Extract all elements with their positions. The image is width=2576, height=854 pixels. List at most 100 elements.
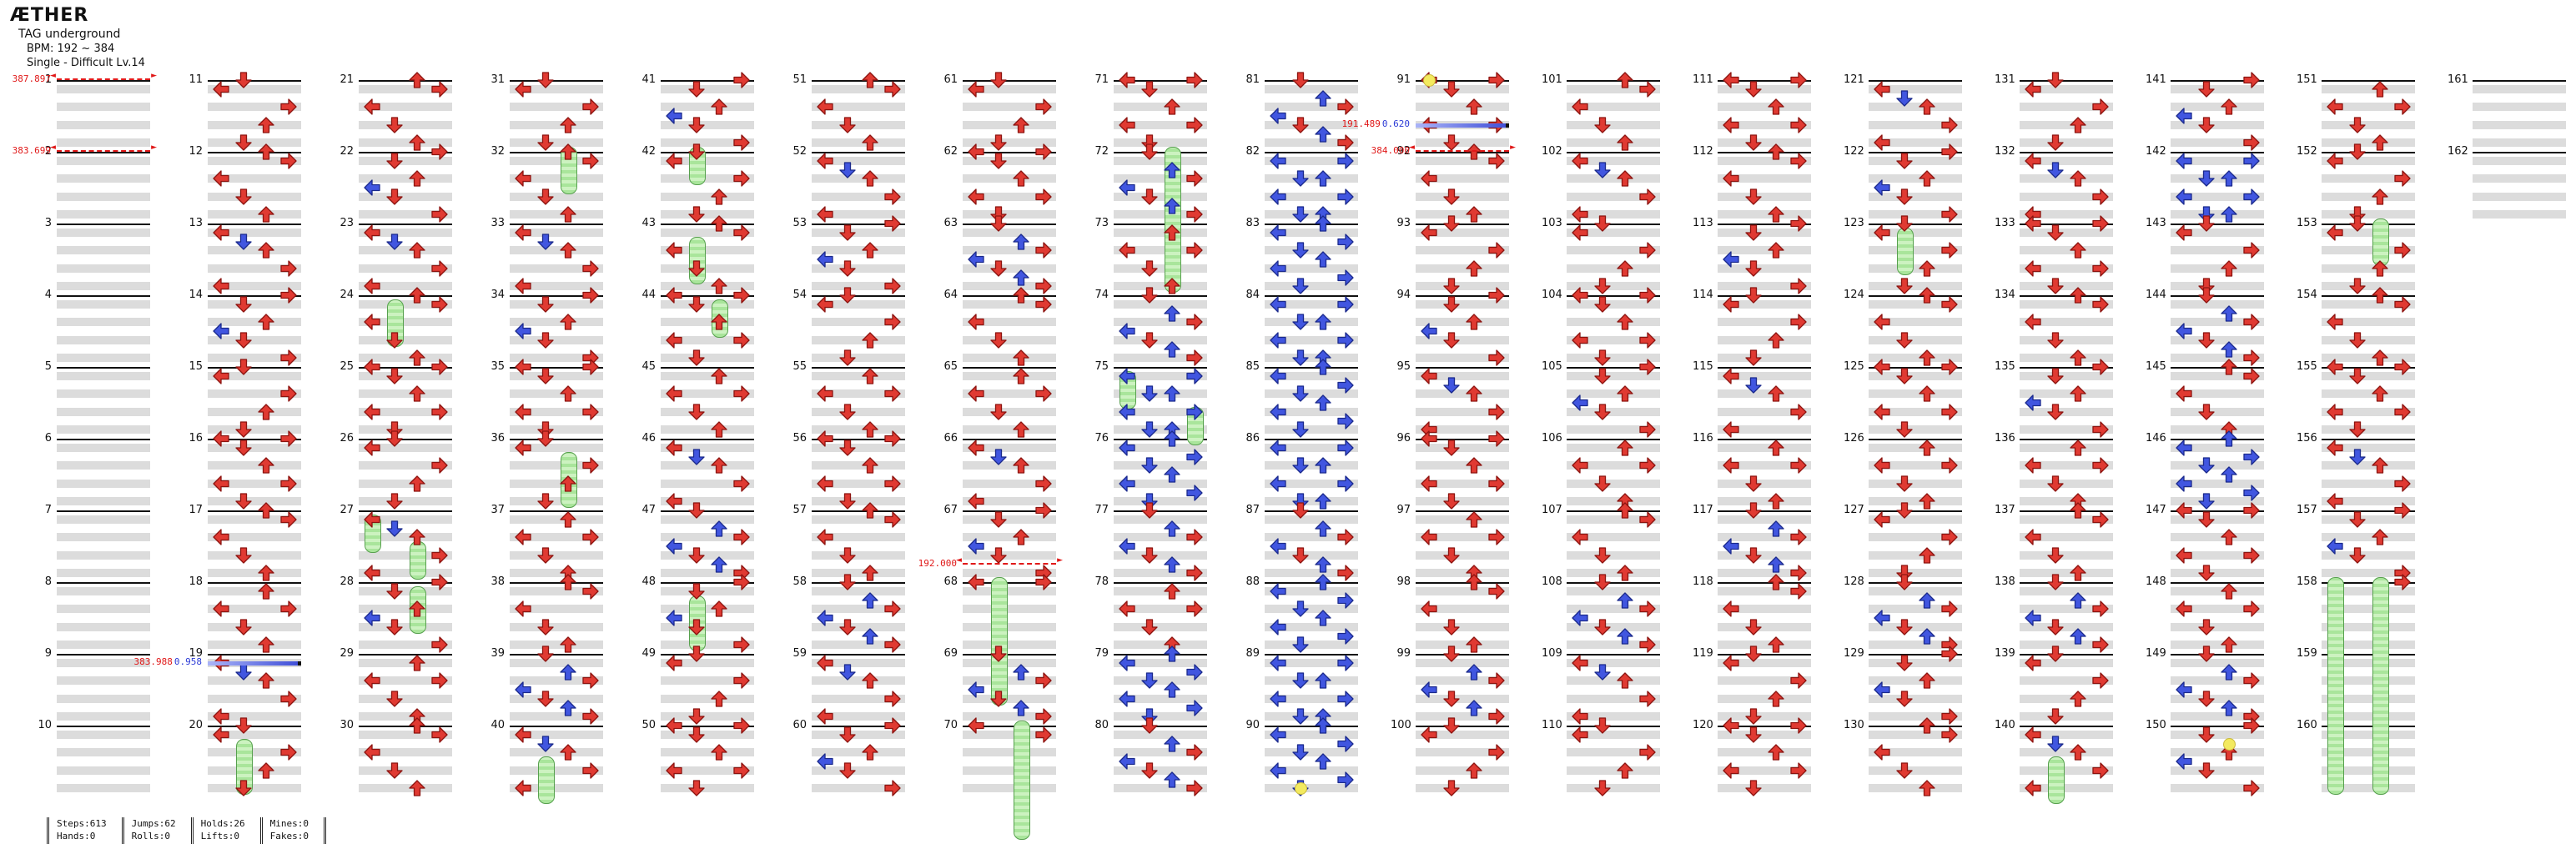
arrow-right-icon xyxy=(2243,134,2260,151)
measure-number: 123 xyxy=(1844,217,1864,229)
arrow-down-icon xyxy=(1745,81,1762,98)
bpm-marker: 192.000 ◄ ► xyxy=(918,555,1063,569)
arrow-left-icon xyxy=(666,287,682,304)
arrow-up-icon xyxy=(1466,636,1482,653)
measure-number: 137 xyxy=(1995,504,2015,516)
beat-bar xyxy=(2473,210,2566,219)
beat-bar xyxy=(1869,550,1962,560)
beat-bar xyxy=(208,264,301,273)
beat-bar xyxy=(963,676,1056,686)
measure-line xyxy=(2322,367,2415,369)
arrow-down-icon xyxy=(537,493,554,510)
arrow-down-icon xyxy=(537,233,554,250)
arrow-right-icon xyxy=(1337,440,1354,456)
arrow-down-icon xyxy=(235,780,252,796)
beat-bar xyxy=(1114,318,1207,327)
arrow-left-icon xyxy=(213,278,229,294)
measure: 159 xyxy=(2297,647,2415,726)
measure-line xyxy=(2171,367,2264,369)
arrow-up-icon xyxy=(1768,555,1784,573)
arrow-down-icon xyxy=(2349,421,2366,438)
beat-bar xyxy=(2322,622,2415,631)
hold-note xyxy=(2048,756,2065,804)
measure: 9 xyxy=(32,647,150,726)
beat-bar xyxy=(510,299,603,309)
beat-bar xyxy=(359,497,452,506)
beat-bar xyxy=(208,533,301,542)
stat-rolls: Rolls:0 xyxy=(131,830,170,841)
measure: 127 xyxy=(1844,502,1962,582)
arrow-up-icon xyxy=(1013,349,1029,366)
beat-bar xyxy=(1265,389,1358,399)
measure-number: 115 xyxy=(1693,360,1713,373)
measure: 155 xyxy=(2297,359,2415,439)
measure-line xyxy=(1718,80,1811,82)
arrow-left-icon xyxy=(2025,215,2041,232)
beat-bar xyxy=(963,84,1056,93)
beat-bar xyxy=(1869,694,1962,703)
beat-bar xyxy=(812,138,905,148)
arrow-down-icon xyxy=(1594,717,1611,734)
beat-bar xyxy=(208,425,301,435)
beat-bar xyxy=(57,84,150,93)
arrow-up-icon xyxy=(409,134,425,151)
beat-bar xyxy=(1114,605,1207,614)
arrow-down-icon xyxy=(839,260,856,277)
measure: 54 xyxy=(787,287,905,367)
arrow-up-icon xyxy=(711,278,727,294)
arrow-right-icon xyxy=(1941,726,1958,743)
beat-bar xyxy=(812,407,905,416)
measure-line xyxy=(1265,582,1358,584)
measure: 131 xyxy=(1995,72,2113,152)
beat-bar xyxy=(1265,479,1358,488)
beat-bar xyxy=(1114,228,1207,237)
beat-bar xyxy=(2020,479,2113,488)
arrow-left-icon xyxy=(1119,655,1135,671)
measure: 70 xyxy=(938,717,1056,840)
arrow-left-icon xyxy=(364,511,380,528)
beat-bar xyxy=(1718,658,1811,667)
arrow-left-icon xyxy=(2176,224,2192,241)
beat-bar xyxy=(359,389,452,399)
arrow-right-icon xyxy=(733,134,750,151)
beat-bar xyxy=(208,371,301,380)
beat-bar xyxy=(661,210,754,219)
beat-bar xyxy=(1416,425,1509,435)
arrow-down-icon xyxy=(1896,153,1913,169)
beat-bar xyxy=(1416,694,1509,703)
arrow-right-icon xyxy=(1488,529,1505,545)
measure-number: 121 xyxy=(1844,73,1864,86)
beat-bar xyxy=(2473,156,2566,165)
arrow-up-icon xyxy=(1617,440,1633,456)
measure-number: 57 xyxy=(792,504,807,516)
measure-number: 142 xyxy=(2146,145,2166,158)
arrow-up-icon xyxy=(1768,520,1784,537)
arrow-down-icon xyxy=(1292,242,1309,259)
beat-bar xyxy=(359,264,452,273)
arrow-up-icon xyxy=(1013,117,1029,133)
arrow-down-icon xyxy=(2198,215,2215,232)
beat-bar xyxy=(1869,228,1962,237)
arrow-right-icon xyxy=(1941,359,1958,375)
measure-line xyxy=(1718,510,1811,512)
beat-bar xyxy=(510,550,603,560)
arrow-down-icon xyxy=(1745,726,1762,743)
arrow-left-icon xyxy=(1270,224,1286,241)
arrow-up-icon xyxy=(711,744,727,761)
arrow-right-icon xyxy=(884,215,901,232)
measure-line xyxy=(963,80,1056,82)
arrow-right-icon xyxy=(1790,215,1807,232)
measure-number: 122 xyxy=(1844,145,1864,158)
beat-bar xyxy=(2322,192,2415,201)
beat-bar xyxy=(57,354,150,363)
beat-bar xyxy=(2020,515,2113,524)
beat-bar xyxy=(1869,515,1962,524)
measure-line xyxy=(1416,295,1509,297)
arrow-down-icon xyxy=(688,619,705,635)
arrow-right-icon xyxy=(733,717,750,734)
beat-bar xyxy=(2020,658,2113,667)
beat-bar xyxy=(2171,730,2264,739)
measure: 100 xyxy=(1391,717,1509,797)
arrow-right-icon xyxy=(2092,762,2109,779)
bpm-marker: 384.000 ◄ ► xyxy=(1371,143,1516,157)
